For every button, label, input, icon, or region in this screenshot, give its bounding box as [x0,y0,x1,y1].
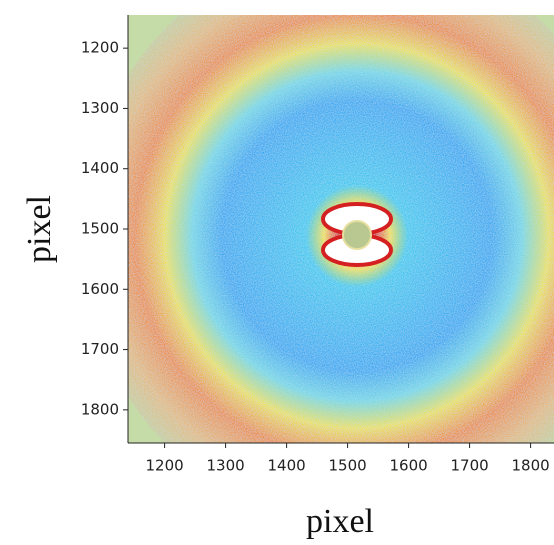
y-tick-label: 1300 [81,99,119,117]
x-tick-label: 1500 [329,457,367,475]
y-tick-label: 1600 [81,280,119,298]
y-tick-label: 1800 [81,400,119,418]
x-tick-label: 1200 [146,457,184,475]
heatmap-image [128,15,554,443]
x-axis-label: pixel [306,503,374,540]
y-tick-label: 1500 [81,220,119,238]
y-tick-label: 1400 [81,159,119,177]
y-tick-label: 1200 [81,39,119,57]
x-tick-label: 1700 [451,457,489,475]
x-tick-label: 1800 [512,457,550,475]
x-tick-label: 1600 [390,457,428,475]
x-tick-label: 1400 [268,457,306,475]
y-tick-label: 1700 [81,340,119,358]
y-axis-label: pixel [21,195,58,263]
x-tick-label: 1300 [207,457,245,475]
